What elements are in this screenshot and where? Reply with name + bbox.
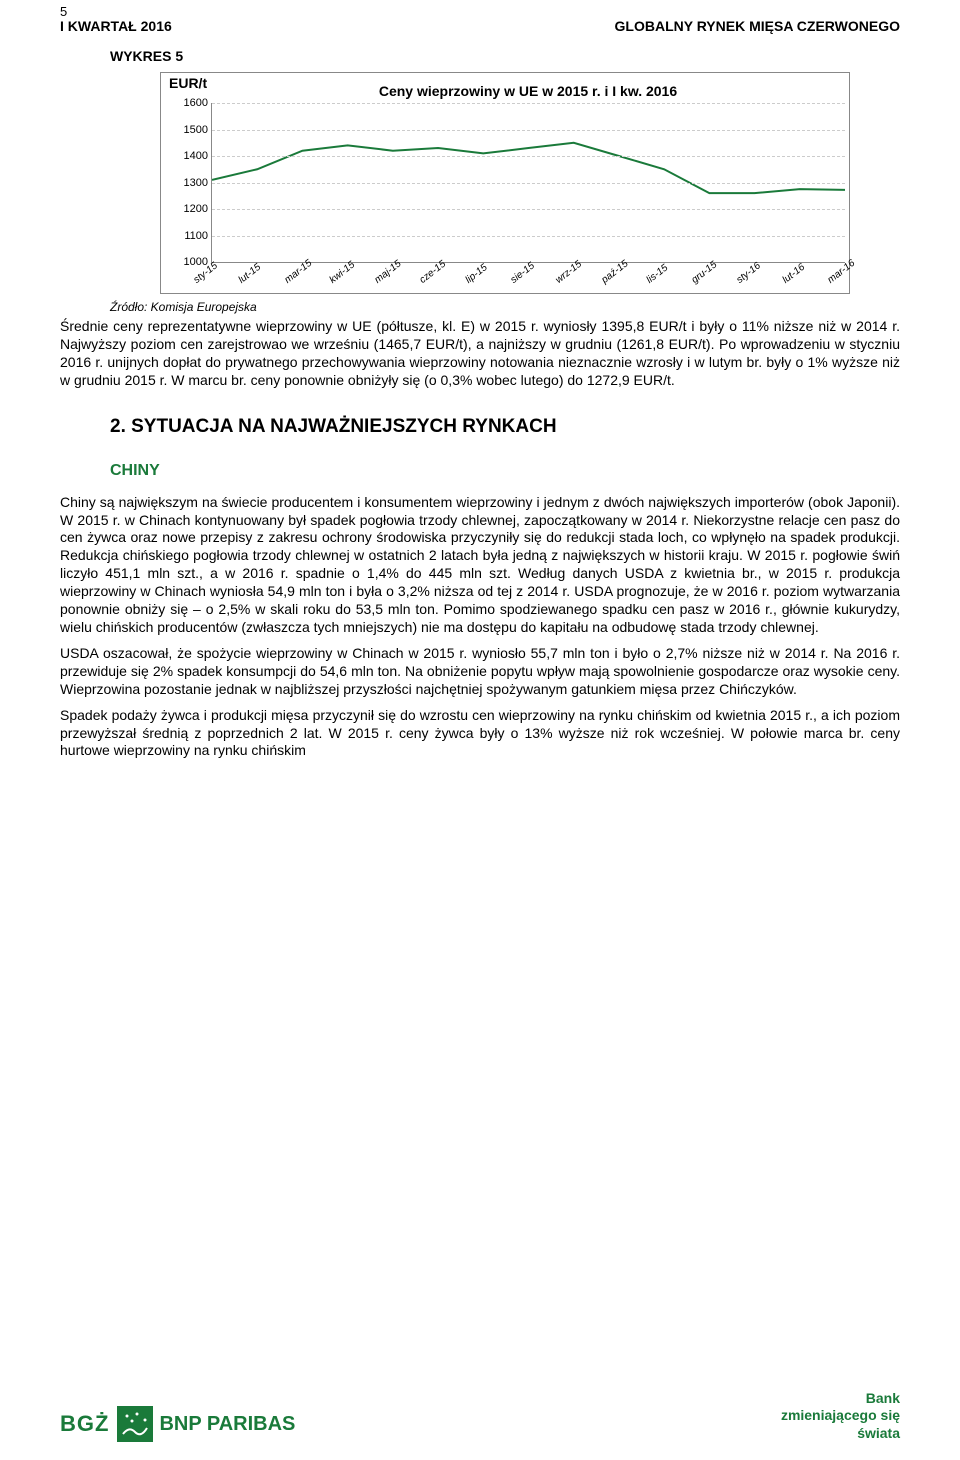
header-left: I KWARTAŁ 2016: [60, 18, 172, 34]
slogan-line-3: świata: [781, 1425, 900, 1443]
paragraph-1: Chiny są największym na świecie producen…: [0, 486, 960, 637]
chart-container: EUR/t Ceny wieprzowiny w UE w 2015 r. i …: [160, 72, 850, 294]
paragraph-chart: Średnie ceny reprezentatywne wieprzowiny…: [0, 314, 960, 390]
chart-xtick: lut-16: [780, 262, 806, 286]
chart-xtick: sty-16: [735, 260, 763, 285]
chart-title: Ceny wieprzowiny w UE w 2015 r. i I kw. …: [211, 83, 845, 99]
footer-logo: BGŻ BNP PARIBAS: [60, 1406, 295, 1442]
slogan-line-1: Bank: [781, 1390, 900, 1408]
chart-xtick: lut-15: [237, 262, 263, 286]
subheading-chiny: CHINY: [0, 452, 960, 486]
logo-bgz: BGŻ: [60, 1411, 109, 1437]
footer: BGŻ BNP PARIBAS Bank zmieniającego się ś…: [60, 1390, 900, 1443]
section-heading: 2. SYTUACJA NA NAJWAŻNIEJSZYCH RYNKACH: [0, 390, 960, 452]
chart-ytick: 1100: [172, 230, 208, 242]
bnp-stars-icon: [117, 1406, 153, 1442]
footer-slogan: Bank zmieniającego się świata: [781, 1390, 900, 1443]
chart-ytick: 1000: [172, 256, 208, 268]
chart-xtick: sie-15: [509, 260, 537, 285]
slogan-line-2: zmieniającego się: [781, 1407, 900, 1425]
chart-ytick: 1300: [172, 177, 208, 189]
page-header: I KWARTAŁ 2016 GLOBALNY RYNEK MIĘSA CZER…: [0, 0, 960, 40]
chart-ytick: 1600: [172, 97, 208, 109]
chart-label: WYKRES 5: [0, 40, 960, 64]
header-right: GLOBALNY RYNEK MIĘSA CZERWONEGO: [615, 18, 900, 34]
logo-bnp: BNP PARIBAS: [109, 1406, 295, 1442]
chart-ylabel: EUR/t: [169, 75, 207, 91]
chart-xtick: lip-15: [463, 262, 489, 286]
chart-ytick: 1200: [172, 203, 208, 215]
page-number: 5: [60, 4, 67, 19]
chart-xtick: gru-15: [690, 259, 720, 285]
logo-bnp-text: BNP PARIBAS: [159, 1413, 295, 1436]
chart-xtick: lis-15: [644, 262, 670, 285]
chart-xtick: kwi-15: [327, 259, 357, 285]
paragraph-3: Spadek podaży żywca i produkcji mięsa pr…: [0, 699, 960, 761]
chart-ytick: 1500: [172, 124, 208, 136]
chart-plot: 1000110012001300140015001600: [211, 103, 845, 263]
chart-source: Źródło: Komisja Europejska: [0, 294, 960, 314]
chart-ytick: 1400: [172, 150, 208, 162]
chart-xticks: sty-15lut-15mar-15kwi-15maj-15cze-15lip-…: [211, 265, 845, 289]
paragraph-2: USDA oszacował, że spożycie wieprzowiny …: [0, 637, 960, 699]
